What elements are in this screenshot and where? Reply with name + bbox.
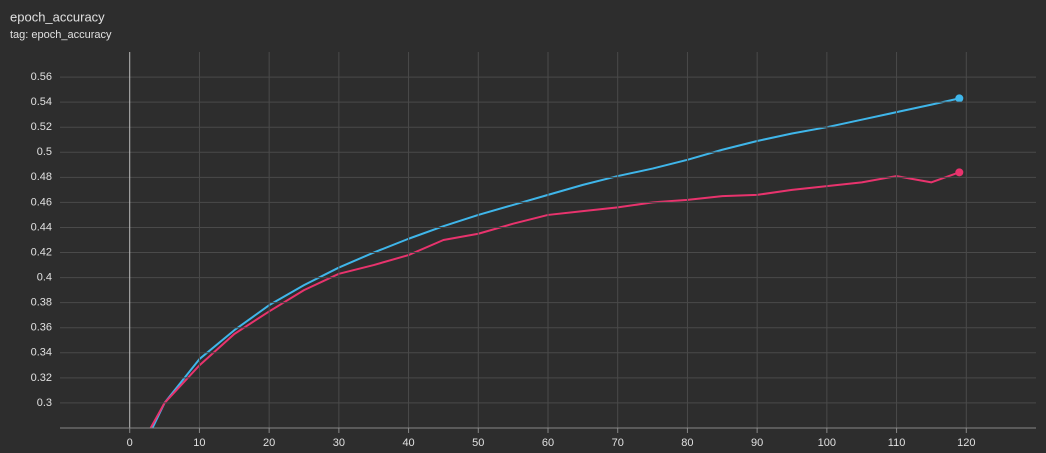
y-tick-label: 0.56 (31, 71, 52, 83)
y-tick-label: 0.42 (31, 246, 52, 258)
y-tick-label: 0.3 (37, 397, 52, 409)
x-tick-label: 100 (818, 437, 836, 449)
y-tick-label: 0.36 (31, 322, 52, 334)
chart-subtitle: tag: epoch_accuracy (10, 29, 112, 41)
x-tick-label: 20 (263, 437, 275, 449)
y-tick-label: 0.44 (31, 221, 52, 233)
y-tick-label: 0.5 (37, 146, 52, 158)
y-tick-label: 0.46 (31, 196, 52, 208)
y-tick-label: 0.54 (31, 96, 52, 108)
end-point (955, 168, 964, 177)
data-line (149, 171, 960, 428)
y-tick-label: 0.32 (31, 372, 52, 384)
x-tick-label: 50 (472, 437, 484, 449)
x-tick-label: 60 (542, 437, 554, 449)
data-line (151, 97, 960, 428)
x-tick-label: 80 (681, 437, 693, 449)
end-point (955, 94, 964, 103)
chart-title: epoch_accuracy (10, 9, 105, 24)
y-tick-label: 0.38 (31, 297, 52, 309)
y-tick-label: 0.4 (37, 272, 52, 284)
x-tick-label: 110 (888, 437, 906, 449)
x-tick-label: 70 (612, 437, 624, 449)
x-tick-label: 10 (193, 437, 205, 449)
x-tick-label: 40 (402, 437, 414, 449)
y-tick-label: 0.34 (31, 347, 52, 359)
x-tick-label: 0 (127, 437, 133, 449)
x-tick-label: 90 (751, 437, 763, 449)
x-tick-label: 120 (957, 437, 975, 449)
y-tick-label: 0.48 (31, 171, 52, 183)
plot-area (149, 94, 964, 428)
y-tick-label: 0.52 (31, 121, 52, 133)
x-tick-label: 30 (333, 437, 345, 449)
